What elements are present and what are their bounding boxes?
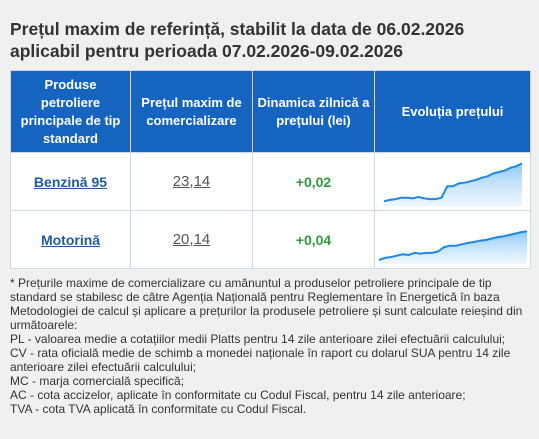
column-header-products: Produse petroliere principale de tip sta…: [10, 70, 131, 153]
column-header-price: Prețul maxim de comercializare: [130, 70, 253, 153]
dynamic-value-motorina: +0,04: [295, 231, 332, 248]
price-value-benzina[interactable]: 23,14: [172, 173, 211, 190]
title-line-1: Prețul maxim de referință, stabilit la d…: [10, 19, 465, 39]
sparkline-motorina: [378, 229, 527, 264]
footnote-cv: CV - rata oficială medie de schimb a mon…: [10, 346, 511, 374]
table-header-row: Produse petroliere principale de tip sta…: [10, 70, 531, 153]
dynamic-value-benzina: +0,02: [295, 173, 332, 190]
table-row: Benzină 95 23,14 +0,02: [10, 152, 531, 211]
page-title: Prețul maxim de referință, stabilit la d…: [10, 18, 530, 62]
footnote-intro: * Prețurile maxime de comercializare cu …: [10, 276, 523, 332]
sparkline-line: [378, 229, 527, 261]
sparkline-area: [383, 162, 522, 206]
footnotes: * Prețurile maxime de comercializare cu …: [10, 276, 530, 416]
product-link-benzina[interactable]: Benzină 95: [33, 173, 108, 190]
footnote-mc: MC - marja comercială specifică;: [10, 374, 185, 388]
footnote-pl: PL - valoarea medie a cotațiilor medii P…: [10, 332, 506, 346]
table-row: Motorină 20,14 +0,04: [10, 210, 531, 269]
column-header-evolution: Evoluția prețului: [374, 70, 531, 153]
product-link-motorina[interactable]: Motorină: [40, 231, 101, 248]
footnote-ac: AC - cota accizelor, aplicate în conform…: [10, 388, 466, 402]
title-line-2: aplicabil pentru perioada 07.02.2026-09.…: [10, 41, 403, 61]
footnote-tva: TVA - cota TVA aplicată în conformitate …: [10, 402, 307, 416]
sparkline-benzina: [383, 162, 522, 206]
price-table: Produse petroliere principale de tip sta…: [10, 70, 531, 269]
column-header-dynamic: Dinamica zilnică a prețului (lei): [252, 70, 375, 153]
sparkline-line: [383, 162, 522, 202]
price-value-motorina[interactable]: 20,14: [172, 231, 211, 248]
